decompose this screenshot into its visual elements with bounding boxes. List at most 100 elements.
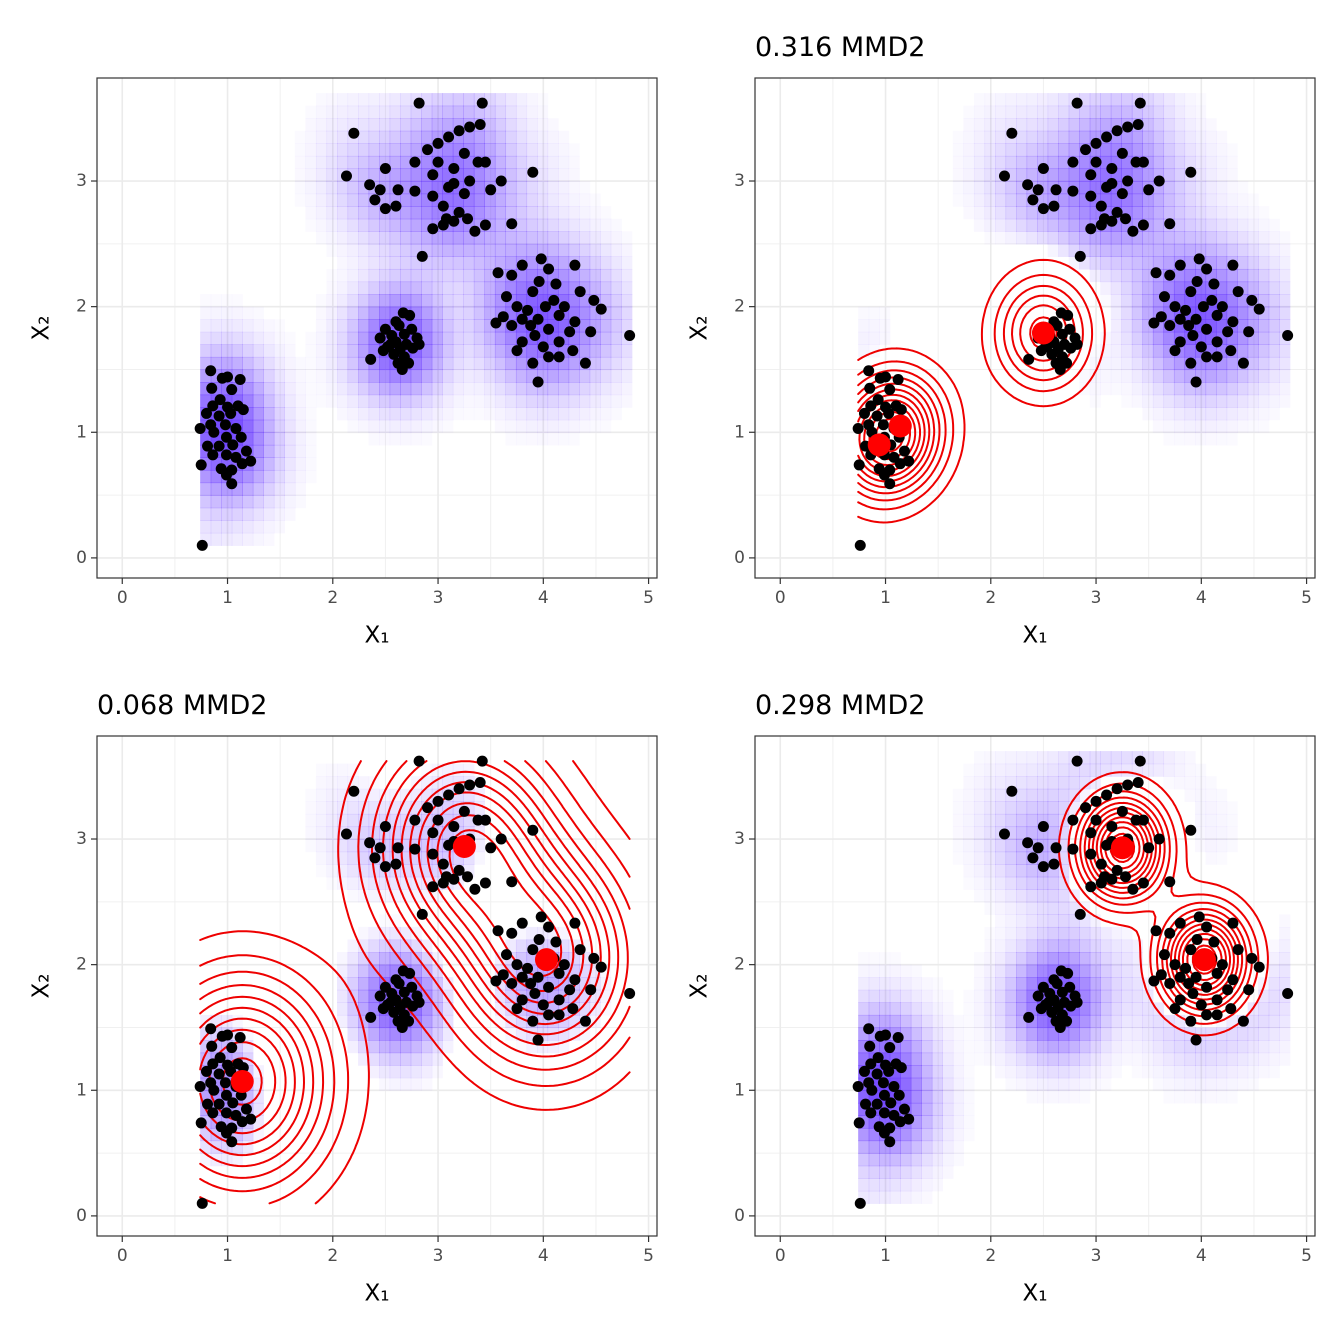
density-cell [505, 155, 517, 170]
density-cell [858, 952, 869, 965]
point [1201, 323, 1213, 335]
density-cell [1152, 243, 1165, 257]
density-cell [400, 143, 412, 157]
density-cell [1206, 852, 1217, 865]
density-cell [1068, 168, 1080, 182]
density-cell [526, 432, 537, 445]
density-cell [453, 407, 464, 420]
density-cell [526, 243, 538, 257]
density-cell [1068, 243, 1080, 257]
density-cell [1195, 356, 1207, 371]
contour [199, 770, 611, 1157]
density-cell [952, 1127, 965, 1142]
density-cell [921, 977, 933, 991]
density-cell [252, 482, 264, 496]
point [219, 419, 231, 431]
density-cell [1258, 206, 1269, 219]
density-cell [1142, 319, 1154, 333]
density-cell [1247, 331, 1259, 345]
density-cell [431, 801, 443, 815]
density-cell [963, 1078, 974, 1091]
density-cell [1174, 1090, 1185, 1103]
density-cell [389, 1052, 401, 1066]
point [392, 184, 404, 196]
density-cell [610, 331, 622, 345]
density-cell [358, 306, 370, 320]
density-cell [1068, 901, 1080, 915]
density-cell [995, 788, 1007, 802]
density-cell [1142, 356, 1154, 371]
density-cell [1026, 1077, 1038, 1091]
density-cell [1110, 952, 1122, 966]
density-cell [389, 1040, 401, 1054]
point [458, 188, 470, 200]
density [858, 751, 1291, 1204]
density-cell [1258, 407, 1270, 421]
density-cell [358, 964, 370, 978]
point [516, 994, 528, 1006]
density-cell [1047, 1040, 1059, 1054]
density-cell [537, 331, 549, 345]
density-cell [452, 801, 464, 815]
density-cell [1016, 143, 1028, 157]
density-cell [400, 1002, 412, 1016]
density-cell [421, 864, 433, 878]
density-cell [1163, 206, 1175, 220]
density-cell [1110, 331, 1122, 345]
point [497, 311, 509, 323]
density-cell [305, 168, 317, 182]
point [1174, 994, 1186, 1006]
density-cell [1131, 130, 1143, 144]
density-cell [400, 206, 412, 220]
density-cell [537, 143, 549, 157]
density-cell [963, 155, 975, 170]
density-cell [868, 319, 880, 333]
density-cell [1226, 394, 1238, 408]
density-cell [1247, 344, 1259, 358]
density-cell [963, 776, 974, 789]
density-cell [984, 1053, 995, 1066]
density-cell [315, 319, 328, 333]
point [1071, 996, 1083, 1008]
density-cell [273, 331, 285, 345]
point [866, 1084, 878, 1096]
point [864, 1040, 876, 1052]
point [998, 170, 1010, 182]
center [1031, 321, 1055, 345]
density-cell [347, 864, 359, 878]
density-cell [326, 130, 338, 144]
density-cell [1005, 1052, 1017, 1066]
density-cell [1037, 130, 1049, 144]
density-cell [358, 93, 370, 107]
density-cell [1110, 256, 1122, 270]
density-cell [1016, 964, 1028, 978]
density-cell [558, 243, 570, 257]
density-cell [358, 1002, 370, 1016]
density-cell [1173, 369, 1186, 383]
density-cell [200, 469, 212, 484]
density-cell [1068, 914, 1080, 928]
point [1050, 842, 1062, 854]
density-cell [1163, 331, 1175, 345]
density-cell [421, 382, 433, 396]
density-cell [1195, 1040, 1207, 1054]
density-cell [505, 105, 517, 119]
point [1056, 986, 1068, 998]
point [207, 449, 219, 461]
density-cell [568, 369, 580, 383]
density-cell [1005, 1014, 1017, 1029]
density-cell [621, 256, 633, 270]
density-cell [484, 356, 496, 371]
density-cell [347, 268, 359, 283]
density-cell [358, 231, 370, 245]
density-cell [463, 369, 475, 383]
density-cell [1216, 789, 1227, 802]
point [234, 374, 246, 386]
density-cell [379, 105, 391, 119]
density-cell [1195, 1090, 1206, 1103]
density-cell [858, 977, 870, 991]
density-cell [442, 256, 454, 270]
density-cell [1089, 977, 1101, 991]
density-cell [337, 356, 349, 371]
